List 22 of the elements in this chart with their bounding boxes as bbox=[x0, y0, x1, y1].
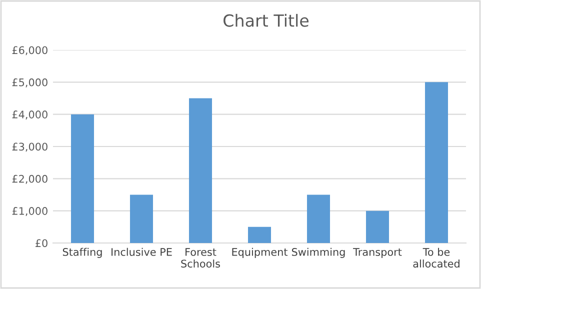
x-tick-label: Staffing bbox=[62, 248, 102, 258]
chart-title: Chart Title bbox=[224, 14, 309, 27]
y-tick-label: £6,000 bbox=[12, 46, 48, 56]
y-tick-label: £2,000 bbox=[12, 174, 48, 184]
x-tick-label: Inclusive PE bbox=[112, 248, 172, 256]
x-tick-label: Equipment bbox=[232, 248, 288, 258]
bar bbox=[424, 82, 448, 243]
bar bbox=[306, 194, 330, 243]
bar bbox=[248, 226, 272, 243]
y-tick-label: £5,000 bbox=[12, 78, 48, 88]
bar bbox=[366, 210, 390, 243]
bar bbox=[70, 114, 94, 243]
x-tick-label: Forest Schools bbox=[181, 248, 220, 268]
bar bbox=[130, 194, 154, 243]
y-tick-label: £0 bbox=[36, 239, 48, 248]
bar bbox=[188, 98, 212, 243]
y-tick-label: £4,000 bbox=[12, 110, 48, 120]
x-tick-label: Swimming bbox=[292, 248, 345, 258]
y-tick-label: £1,000 bbox=[12, 207, 48, 216]
y-tick-label: £3,000 bbox=[12, 142, 48, 152]
x-tick-label: To be allocated bbox=[413, 248, 460, 268]
x-tick-label: Transport bbox=[353, 248, 402, 258]
